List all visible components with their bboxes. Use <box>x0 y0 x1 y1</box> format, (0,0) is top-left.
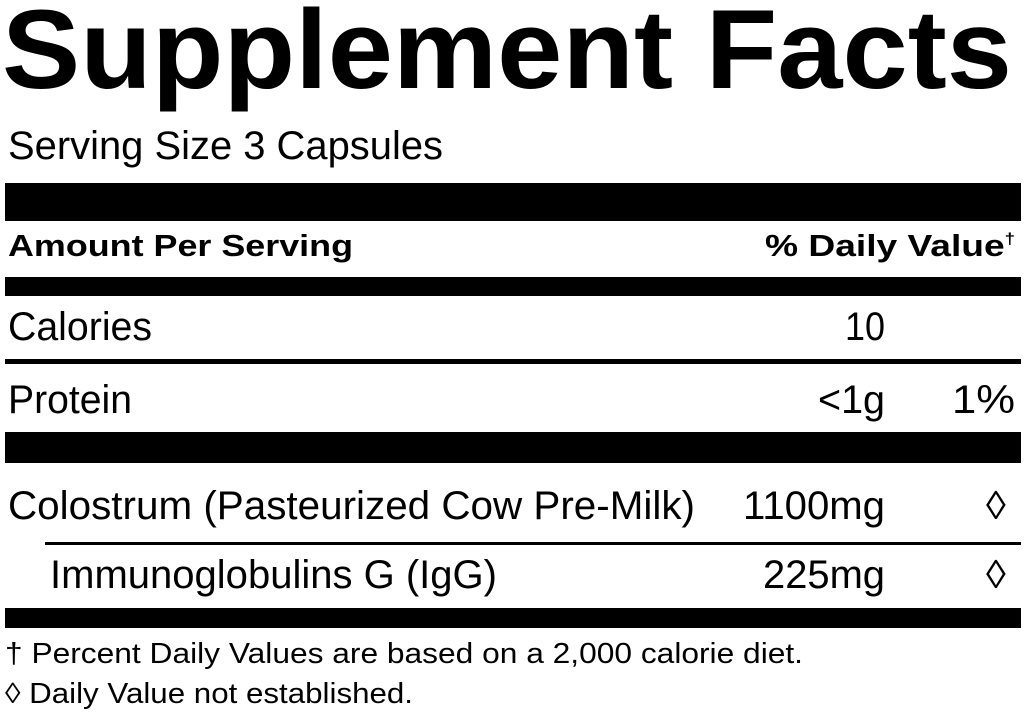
medium-divider <box>5 277 1021 296</box>
ingredient-name-igg: Immunoglobulins G (IgG) <box>50 553 497 597</box>
bottom-divider <box>5 608 1021 628</box>
serving-size: Serving Size 3 Capsules <box>8 124 443 168</box>
ingredient-dv-colostrum: ◊ <box>986 484 1006 528</box>
ingredient-amount-colostrum: 1100mg <box>743 484 885 528</box>
footnote-daily-values: † Percent Daily Values are based on a 2,… <box>5 638 803 670</box>
nutrient-dv-protein: 1% <box>952 378 1015 422</box>
footnote-not-established: ◊ Daily Value not established. <box>5 678 413 710</box>
amount-per-serving-heading: Amount Per Serving <box>8 228 353 263</box>
nutrient-amount-calories: 10 <box>845 305 885 349</box>
thick-divider-2 <box>5 432 1021 463</box>
daily-value-text: % Daily Value <box>765 228 1005 263</box>
ingredient-amount-igg: 225mg <box>763 553 885 597</box>
daily-value-heading: % Daily Value† <box>765 230 1015 261</box>
dagger-mark: † <box>1004 231 1015 248</box>
thick-divider <box>5 183 1021 221</box>
ingredient-dv-igg: ◊ <box>986 553 1006 597</box>
nutrient-name-calories: Calories <box>8 305 152 349</box>
nutrient-name-protein: Protein <box>8 378 132 422</box>
ingredient-name-colostrum: Colostrum (Pasteurized Cow Pre-Milk) <box>8 484 695 528</box>
nutrient-amount-protein: <1g <box>818 378 885 422</box>
label-title: Supplement Facts <box>2 0 1013 112</box>
sub-divider <box>45 542 1021 545</box>
thin-divider <box>5 359 1021 364</box>
